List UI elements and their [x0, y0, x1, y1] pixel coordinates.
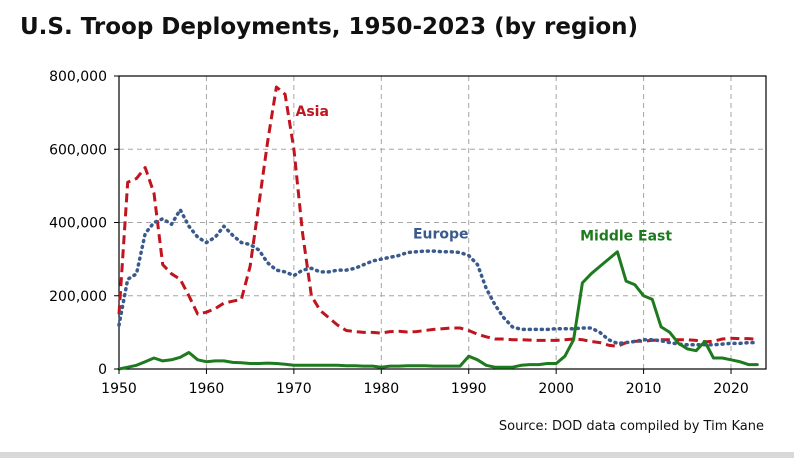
y-tick-label: 200,000 [49, 289, 107, 305]
series-label-middle-east: Middle East [580, 228, 672, 244]
chart-title: U.S. Troop Deployments, 1950-2023 (by re… [20, 14, 639, 40]
series-label-asia: Asia [296, 104, 329, 120]
y-tick-label: 0 [98, 362, 107, 378]
x-tick-label: 1960 [189, 381, 225, 397]
series-lines [117, 85, 760, 371]
series-labels: Asia Europe Middle East [296, 104, 673, 245]
series-line-europe [117, 207, 760, 347]
x-tick-label: 2000 [538, 381, 574, 397]
y-tick-label: 400,000 [49, 216, 107, 232]
y-tick-label: 600,000 [49, 142, 107, 158]
axes: 0 200,000 400,000 600,000 800,000 1950 1960 197… [49, 69, 749, 397]
source-note: Source: DOD data compiled by Tim Kane [498, 419, 764, 434]
series-line-asia [117, 85, 758, 348]
x-tick-label: 2020 [713, 381, 749, 397]
x-tick-label: 1950 [101, 381, 137, 397]
grid-lines [119, 76, 766, 369]
series-label-europe: Europe [413, 226, 469, 242]
x-tick-label: 2010 [626, 381, 662, 397]
x-tick-label: 1970 [276, 381, 312, 397]
series-line-middle-east [117, 250, 759, 371]
x-tick-label: 1980 [363, 381, 399, 397]
bottom-divider [0, 452, 794, 458]
y-tick-label: 800,000 [49, 69, 107, 85]
x-tick-label: 1990 [451, 381, 487, 397]
